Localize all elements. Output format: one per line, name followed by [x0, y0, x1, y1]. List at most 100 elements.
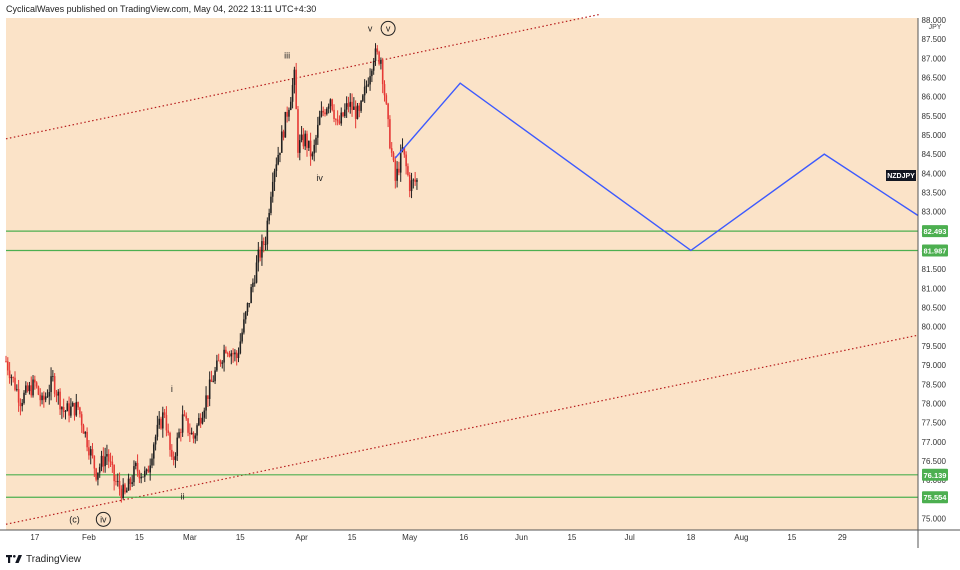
- candle-body-199: [363, 86, 366, 96]
- candle-body-107: [198, 417, 200, 426]
- candle-body-161: [295, 69, 297, 110]
- channel-lines: [5, 13, 919, 525]
- y-tick-label-6: 78.000: [922, 399, 947, 408]
- candle-body-156: [286, 111, 288, 117]
- candle-body-139: [255, 262, 258, 283]
- y-tick-label-12: 81.000: [922, 284, 947, 293]
- plot-background: [6, 18, 918, 530]
- candle-body-140: [257, 249, 260, 263]
- price-axis-background: [918, 0, 960, 548]
- candle-body-201: [367, 84, 370, 86]
- y-tick-label-16: 83.000: [922, 208, 947, 217]
- candle-body-56: [106, 454, 108, 457]
- candle-body-63: [118, 480, 121, 489]
- candle-body-60: [113, 464, 115, 482]
- candle-body-21: [43, 395, 45, 400]
- level-badge-text-3: 76.139: [924, 471, 947, 480]
- candle-body-67: [125, 490, 128, 493]
- candle-body-168: [307, 140, 310, 148]
- candle-body-158: [289, 101, 292, 110]
- candle-body-65: [122, 484, 124, 499]
- candle-body-20: [41, 395, 43, 401]
- x-tick-label-2: 15: [135, 533, 144, 542]
- support-levels: [6, 230, 918, 498]
- wave-label-7: iv: [100, 514, 107, 524]
- candle-body-17: [35, 382, 38, 387]
- x-tick-label-15: 29: [838, 533, 847, 542]
- wave-label-5: ii: [181, 491, 185, 501]
- y-tick-label-4: 77.000: [922, 438, 947, 447]
- candle-body-66: [124, 484, 126, 493]
- x-tick-label-3: Mar: [183, 533, 197, 542]
- symbol-badge-text: NZDJPY: [887, 173, 915, 180]
- candle-body-145: [266, 220, 269, 245]
- wave-label-6: (c): [69, 514, 80, 524]
- candle-body-5: [14, 377, 16, 390]
- candle-body-28: [55, 393, 58, 396]
- candle-body-118: [217, 360, 220, 362]
- candle-body-18: [37, 386, 40, 395]
- x-tick-label-6: 15: [348, 533, 357, 542]
- candle-body-113: [208, 379, 211, 399]
- channel-line-1: [5, 13, 601, 140]
- candle-body-61: [115, 481, 117, 482]
- candle-body-216: [394, 160, 397, 181]
- price-axis[interactable]: JPY75.00075.50076.00076.50077.00077.5007…: [886, 0, 960, 548]
- candle-body-31: [61, 407, 63, 410]
- candle-body-103: [190, 432, 193, 435]
- candle-body-195: [356, 105, 359, 119]
- y-tick-label-20: 85.000: [922, 131, 947, 140]
- wave-label-3: iv: [316, 173, 323, 183]
- candle-body-148: [271, 181, 274, 197]
- candle-body-87: [162, 412, 164, 429]
- candle-body-211: [385, 95, 388, 104]
- time-axis[interactable]: 17 Feb 15 Mar 15 Apr 15 May 16 Jun 15 Jul 18 Aug 15 29: [0, 529, 960, 542]
- candle-body-49: [93, 455, 96, 469]
- candle-body-215: [392, 152, 395, 161]
- candle-body-23: [46, 396, 49, 398]
- candle-body-128: [235, 352, 238, 359]
- candle-body-184: [336, 119, 339, 122]
- candle-body-178: [326, 108, 328, 115]
- level-badge-2: [922, 244, 948, 257]
- candle-body-224: [408, 175, 411, 192]
- candle-body-3: [10, 377, 13, 379]
- x-tick-label-9: Jun: [515, 533, 528, 542]
- y-tick-label-7: 78.500: [922, 380, 947, 389]
- candle-body-207: [378, 51, 380, 64]
- candle-body-151: [277, 154, 279, 165]
- projection-path: [394, 82, 919, 252]
- candle-body-122: [225, 349, 227, 353]
- candle-body-34: [66, 403, 69, 412]
- candle-body-176: [322, 110, 325, 113]
- candle-body-144: [264, 244, 267, 246]
- candle-body-84: [156, 424, 159, 437]
- candle-body-83: [154, 436, 157, 445]
- candle-body-71: [133, 466, 135, 483]
- candle-body-40: [77, 402, 79, 408]
- candle-body-160: [293, 69, 296, 85]
- candle-body-74: [138, 471, 141, 479]
- candle-body-37: [71, 403, 74, 407]
- x-tick-label-7: May: [402, 533, 417, 542]
- candle-body-99: [183, 414, 186, 416]
- candle-body-57: [107, 454, 110, 462]
- y-tick-label-21: 85.500: [922, 112, 947, 121]
- candle-body-89: [165, 414, 168, 431]
- candle-body-35: [68, 403, 70, 416]
- candle-body-82: [152, 444, 155, 459]
- y-tick-label-19: 84.500: [922, 150, 947, 159]
- candle-body-206: [376, 48, 379, 52]
- candle-body-48: [91, 449, 94, 456]
- wave-circle-2: [380, 20, 396, 36]
- candle-body-155: [284, 111, 287, 138]
- candle-body-143: [262, 241, 265, 245]
- currency-label: JPY: [929, 24, 942, 31]
- candle-body-33: [64, 411, 67, 412]
- candle-body-26: [52, 376, 54, 377]
- wave-label-4: i: [171, 384, 173, 394]
- y-tick-label-5: 77.500: [922, 419, 947, 428]
- candle-body-46: [88, 447, 90, 456]
- level-badge-3: [922, 468, 948, 481]
